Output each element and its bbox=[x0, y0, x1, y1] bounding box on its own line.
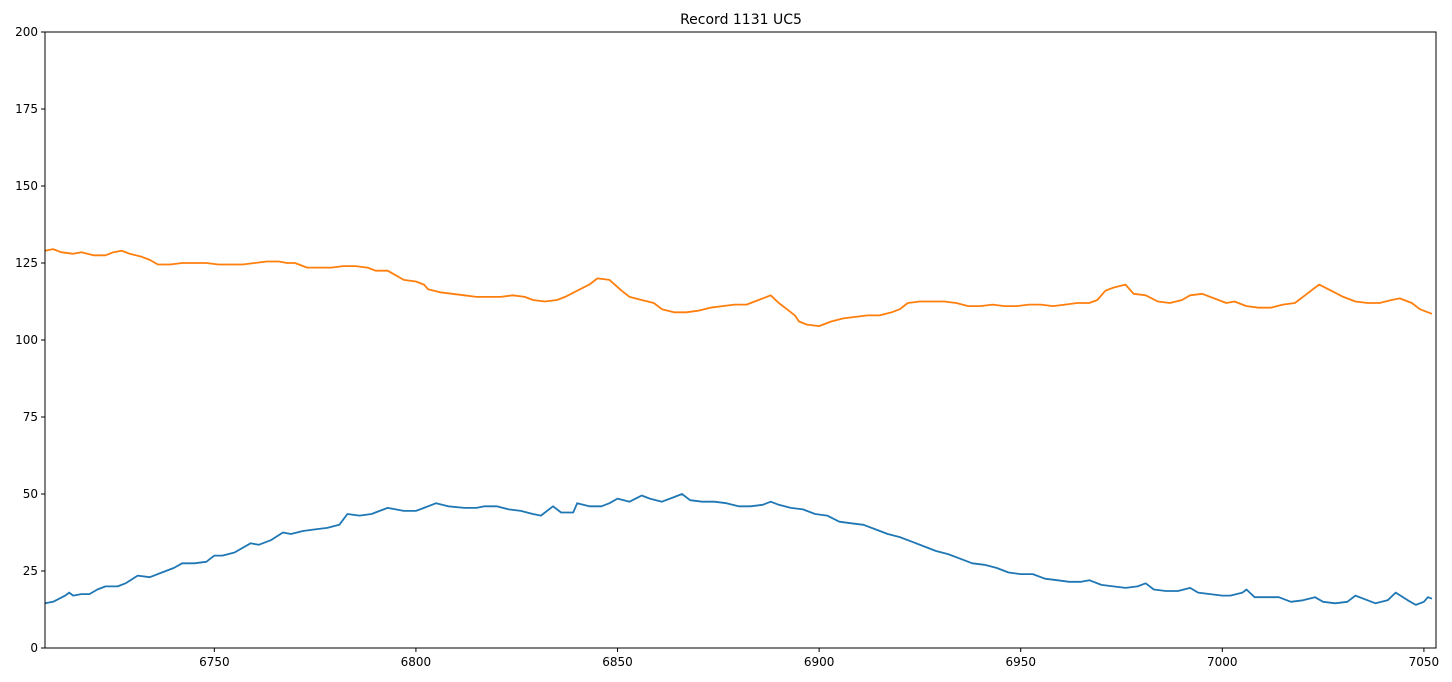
y-tick-label: 75 bbox=[23, 410, 38, 424]
y-tick-label: 175 bbox=[15, 102, 38, 116]
y-tick-label: 200 bbox=[15, 25, 38, 39]
x-tick-label: 7000 bbox=[1207, 655, 1238, 669]
x-tick-label: 6750 bbox=[199, 655, 230, 669]
y-tick-label: 0 bbox=[30, 641, 38, 655]
y-tick-label: 25 bbox=[23, 564, 38, 578]
y-tick-label: 125 bbox=[15, 256, 38, 270]
x-tick-label: 6850 bbox=[602, 655, 633, 669]
x-tick-label: 7050 bbox=[1409, 655, 1440, 669]
x-tick-label: 6950 bbox=[1005, 655, 1036, 669]
plot-frame bbox=[44, 31, 1437, 649]
x-tick-label: 6800 bbox=[401, 655, 432, 669]
x-axis: 6750 6800 6850 6900 6950 7000 7050 bbox=[199, 648, 1439, 669]
series-layer bbox=[44, 248, 1433, 606]
x-tick-label: 6900 bbox=[804, 655, 835, 669]
y-axis: 0 25 50 75 100 125 150 175 200 bbox=[15, 25, 45, 655]
y-tick-label: 100 bbox=[15, 333, 38, 347]
y-tick-label: 50 bbox=[23, 487, 38, 501]
series-line-2 bbox=[44, 248, 1433, 327]
chart-title: Record 1131 UC5 bbox=[680, 12, 802, 28]
y-tick-label: 150 bbox=[15, 179, 38, 193]
series-line-1 bbox=[44, 493, 1433, 606]
